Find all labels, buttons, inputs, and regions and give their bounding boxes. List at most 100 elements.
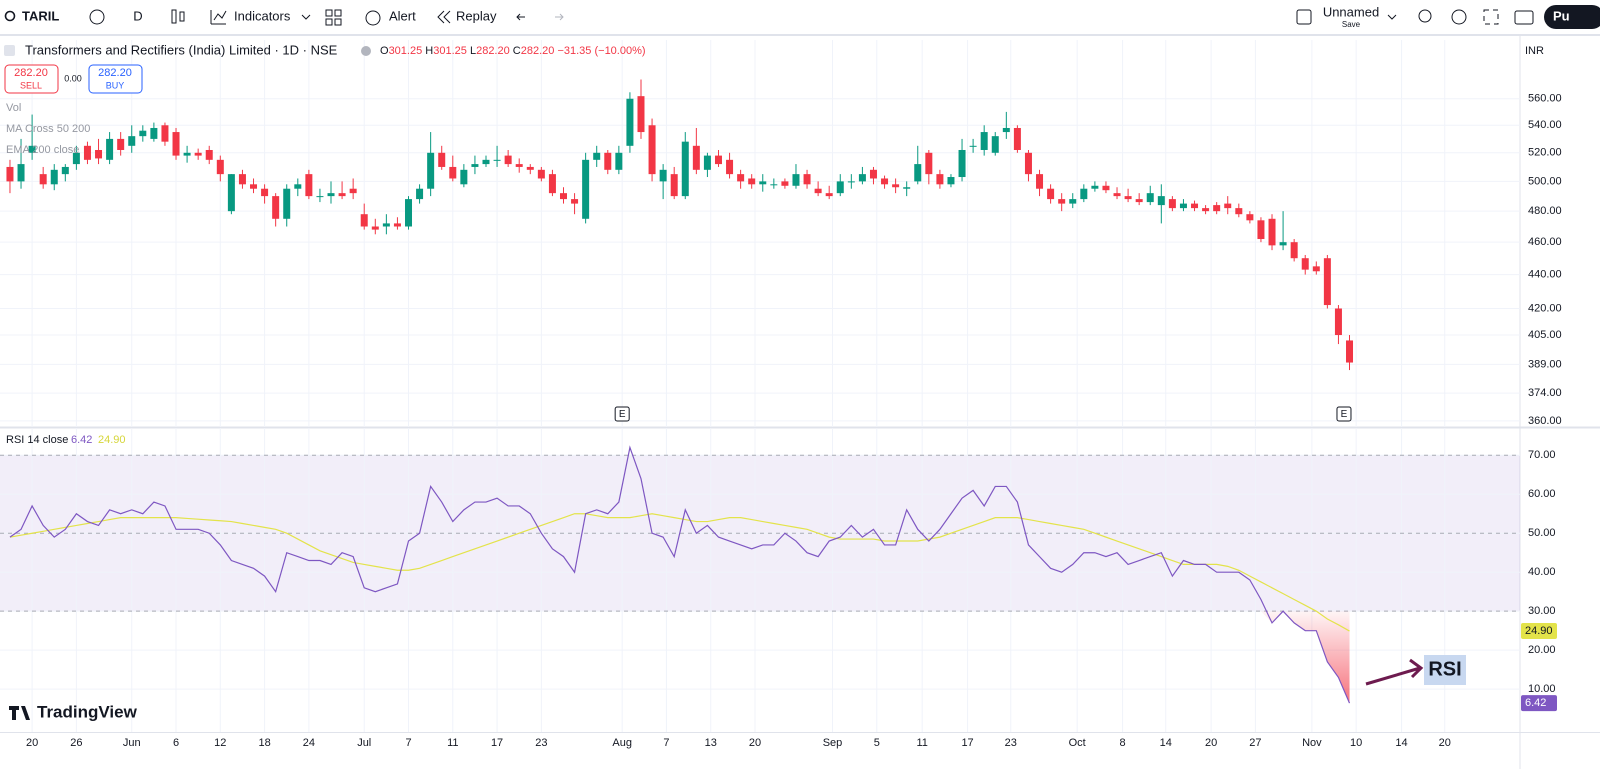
sell-label[interactable]: SELL	[20, 80, 42, 90]
add-symbol[interactable]	[89, 9, 105, 25]
snapshot[interactable]	[1514, 10, 1534, 25]
candle-body	[770, 184, 778, 186]
candle-body	[139, 130, 147, 137]
candle-body	[493, 159, 501, 161]
ohlc-key: O	[380, 45, 389, 57]
candle-body	[980, 132, 988, 150]
publish-button[interactable]	[1544, 5, 1600, 29]
y-tick-label: 30.00	[1528, 605, 1556, 617]
candle-body	[371, 226, 379, 230]
fullscreen[interactable]	[1483, 9, 1499, 25]
candle-body	[1257, 220, 1265, 240]
candle-body	[1124, 196, 1132, 200]
candle-body	[238, 174, 246, 185]
bar-style-2	[179, 11, 185, 22]
candle-body	[1191, 203, 1199, 209]
candle-body	[117, 138, 125, 150]
buy-button[interactable]	[88, 64, 143, 94]
candle-body	[571, 199, 579, 204]
ohlc-value: 301.25	[433, 45, 467, 57]
y-tick-label: 389.00	[1528, 358, 1562, 370]
dropdown[interactable]	[301, 14, 311, 20]
interval[interactable]: D	[133, 8, 142, 23]
x-tick-label: Jun	[123, 737, 141, 749]
candle-body	[1290, 242, 1298, 259]
save-label[interactable]: Save	[1342, 20, 1361, 29]
candle-body	[482, 159, 490, 165]
replay-button[interactable]: Replay	[456, 8, 497, 23]
y-tick-label: 405.00	[1528, 329, 1562, 341]
candle-body	[892, 184, 900, 188]
tv-logo	[9, 706, 30, 720]
candle-body	[1146, 193, 1154, 203]
candle-body	[349, 188, 357, 194]
dropdown[interactable]	[1387, 14, 1397, 20]
candle-body	[1168, 199, 1176, 209]
candle-body	[39, 174, 47, 185]
candle-body	[714, 155, 722, 165]
redo[interactable]	[555, 13, 564, 21]
change: −31.35 (−10.00%)	[557, 45, 645, 57]
candle-body	[227, 174, 235, 212]
layout-name[interactable]: Unnamed	[1323, 4, 1379, 19]
candle-body	[1213, 205, 1221, 212]
candle-body	[1334, 308, 1342, 336]
currency[interactable]: INR	[1525, 45, 1544, 57]
undo[interactable]	[516, 13, 525, 21]
grid	[0, 40, 1520, 732]
layouts-icon	[334, 9, 342, 17]
settings[interactable]	[1451, 9, 1467, 25]
candle-body	[272, 196, 280, 219]
candle-body	[814, 188, 822, 194]
x-tick-label: 23	[535, 737, 547, 749]
x-tick-label: 24	[303, 737, 315, 749]
candle-body	[615, 152, 623, 170]
candle-body	[803, 174, 811, 185]
layouts-icon[interactable]	[325, 9, 333, 17]
candle-body	[61, 166, 69, 175]
alert-button[interactable]: Alert	[389, 8, 416, 23]
y-tick-label: 10.00	[1528, 683, 1556, 695]
candle-body	[283, 188, 291, 219]
indicators-button[interactable]: Indicators	[234, 8, 291, 23]
y-tick-label: 20.00	[1528, 644, 1556, 656]
x-tick-label: 8	[1120, 737, 1126, 749]
x-tick-label: 11	[916, 737, 927, 749]
x-tick-label: 17	[961, 737, 973, 749]
candle-body	[416, 188, 424, 200]
candle-body	[150, 127, 158, 139]
price-badge-label: 6.42	[1525, 697, 1546, 709]
buy-price[interactable]: 282.20	[98, 67, 132, 79]
candle-body	[1301, 258, 1309, 270]
quick-search[interactable]	[1418, 9, 1432, 23]
sell-price[interactable]: 282.20	[14, 67, 48, 79]
candle-body	[903, 187, 911, 189]
layout-checkbox[interactable]	[1296, 9, 1312, 25]
candle-body	[604, 152, 612, 170]
buy-label[interactable]: BUY	[106, 80, 125, 90]
ohlc-value: 282.20	[476, 45, 510, 57]
candle-body	[106, 138, 114, 160]
search-icon[interactable]	[4, 10, 16, 22]
symbol[interactable]: TARIL	[22, 8, 59, 23]
indicator-label: EMA 200 close	[6, 144, 79, 156]
x-tick-label: 17	[491, 737, 503, 749]
ohlc-key: H	[425, 45, 433, 57]
sell-button[interactable]	[4, 64, 59, 94]
layouts-icon	[334, 18, 342, 26]
x-tick-label: 20	[1205, 737, 1217, 749]
replay-icon	[437, 10, 451, 24]
candle-body	[925, 152, 933, 175]
publish-label[interactable]: Pu	[1553, 8, 1570, 23]
candle-body	[327, 193, 335, 197]
x-tick-label: 12	[214, 737, 226, 749]
y-tick-label: 420.00	[1528, 302, 1562, 314]
candle-body	[50, 169, 58, 185]
x-tick-label: Sep	[823, 737, 843, 749]
candle-body	[515, 164, 523, 167]
event-label: E	[1341, 409, 1348, 420]
x-tick-label: 14	[1395, 737, 1407, 749]
bar-style[interactable]	[171, 9, 177, 24]
candle-body	[1268, 218, 1276, 246]
